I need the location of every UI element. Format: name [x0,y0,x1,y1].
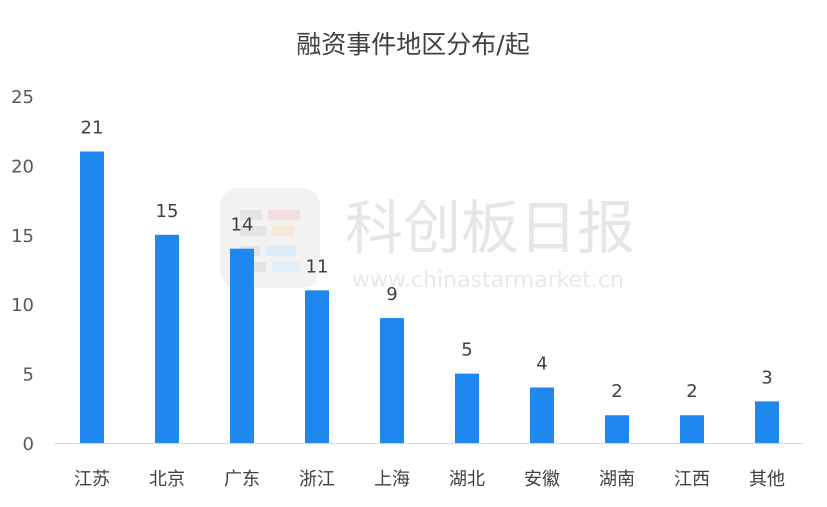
x-category-label: 安徽 [524,469,560,490]
data-label: 11 [306,256,329,277]
bar [380,318,404,443]
watermark-text: 科创板日报 [345,194,635,262]
y-tick-label: 10 [11,295,34,316]
x-category-label: 江苏 [74,469,110,490]
y-axis-ticks: 0 5 10 15 20 25 [11,87,34,455]
y-tick-label: 25 [11,87,34,108]
x-category-label: 湖南 [599,469,635,490]
data-label: 14 [231,215,254,236]
y-tick-label: 5 [23,365,34,386]
bars [80,151,779,443]
bar [455,373,479,443]
y-tick-label: 15 [11,226,34,247]
x-category-label: 江西 [674,469,710,490]
data-label: 3 [761,367,772,388]
data-label: 2 [686,381,697,402]
bar [230,248,254,443]
data-label: 9 [386,284,397,305]
x-category-label: 浙江 [299,469,335,490]
bar [755,401,779,443]
y-tick-label: 0 [23,434,34,455]
y-tick-label: 20 [11,156,34,177]
data-label: 5 [461,340,472,361]
watermark: 科创板日报 www.chinastarmarket.cn [220,188,635,293]
bar [530,387,554,443]
x-category-label: 湖北 [449,469,485,490]
bar [680,415,704,443]
x-axis-labels: 江苏 北京 广东 浙江 上海 湖北 安徽 湖南 江西 其他 [74,469,785,490]
watermark-url: www.chinastarmarket.cn [352,268,624,293]
bar [605,415,629,443]
x-category-label: 上海 [374,469,410,490]
bar [305,290,329,443]
data-labels: 21 15 14 11 9 5 4 2 2 3 [81,118,773,403]
x-category-label: 广东 [224,469,260,490]
bar [80,151,104,443]
bar [155,234,179,443]
x-category-label: 其他 [749,469,785,490]
x-category-label: 北京 [149,469,185,490]
data-label: 4 [536,353,547,374]
data-label: 15 [156,201,179,222]
chart-title: 融资事件地区分布/起 [296,30,529,59]
data-label: 21 [81,118,104,139]
data-label: 2 [611,381,622,402]
